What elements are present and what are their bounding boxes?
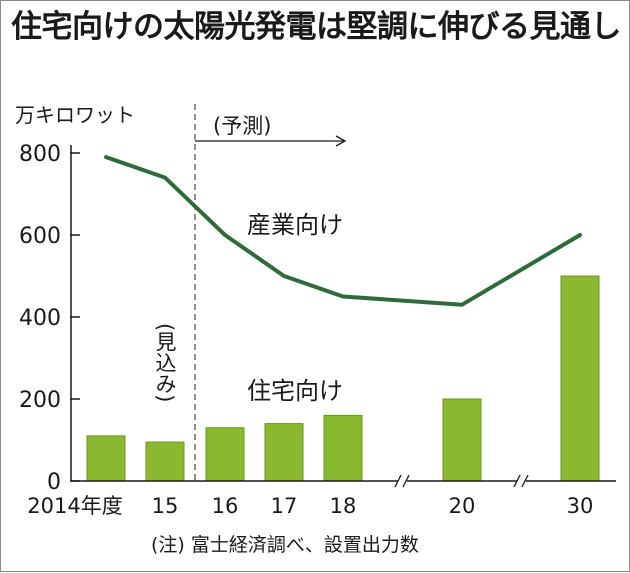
y-tick-label-600: 600 bbox=[19, 224, 61, 249]
chart-title: 住宅向けの太陽光発電は堅調に伸びる見通し bbox=[11, 9, 622, 45]
axis-break-gap bbox=[517, 474, 526, 488]
x-tick-label-1: 2014年度 bbox=[27, 494, 122, 518]
x-tick-label-6: 20 bbox=[449, 494, 476, 518]
y-tick-label-400: 400 bbox=[19, 306, 61, 331]
axis-break-2 bbox=[513, 474, 529, 488]
line-series-industrial bbox=[104, 155, 582, 307]
estimate-label: (見込み) bbox=[153, 323, 177, 402]
y-tick-label-200: 200 bbox=[19, 388, 61, 413]
series-label-industrial: 産業向け bbox=[247, 211, 343, 239]
axis-break-slash bbox=[513, 474, 521, 488]
axis-break-1 bbox=[394, 474, 410, 488]
forecast-arrow-head bbox=[335, 135, 347, 147]
bar-1 bbox=[86, 435, 126, 482]
industrial-line bbox=[104, 155, 582, 307]
x-tick-label-2: 15 bbox=[152, 494, 179, 518]
forecast-label: (予測) bbox=[213, 114, 271, 138]
bar-4 bbox=[264, 423, 304, 482]
bar-3 bbox=[205, 427, 245, 482]
x-tick-label-5: 18 bbox=[330, 494, 357, 518]
axis-break-gap bbox=[398, 474, 407, 488]
bar-6 bbox=[442, 398, 482, 482]
y-tick-label-800: 800 bbox=[19, 142, 61, 167]
chart-labels: 0 200 400 600 800 2014年度 15 16 17 18 20 30 (予測) (見込み)… bbox=[19, 114, 593, 518]
chart-axes bbox=[70, 104, 616, 488]
bar-7 bbox=[560, 275, 600, 482]
bar-5 bbox=[323, 414, 363, 482]
x-tick-label-4: 17 bbox=[271, 494, 298, 518]
series-label-residential: 住宅向け bbox=[247, 377, 343, 405]
footnote: (注) 富士経済調べ、設置出力数 bbox=[151, 534, 419, 556]
axis-break-slash bbox=[394, 474, 402, 488]
bar-series-residential bbox=[86, 275, 600, 482]
x-tick-label-7: 30 bbox=[567, 494, 594, 518]
y-tick-label-0: 0 bbox=[47, 470, 61, 495]
axis-break-slash bbox=[402, 474, 410, 488]
x-tick-label-3: 16 bbox=[212, 494, 239, 518]
y-axis-unit-label: 万キロワット bbox=[15, 103, 135, 127]
bar-2 bbox=[145, 441, 185, 482]
axis-break-slash bbox=[521, 474, 529, 488]
